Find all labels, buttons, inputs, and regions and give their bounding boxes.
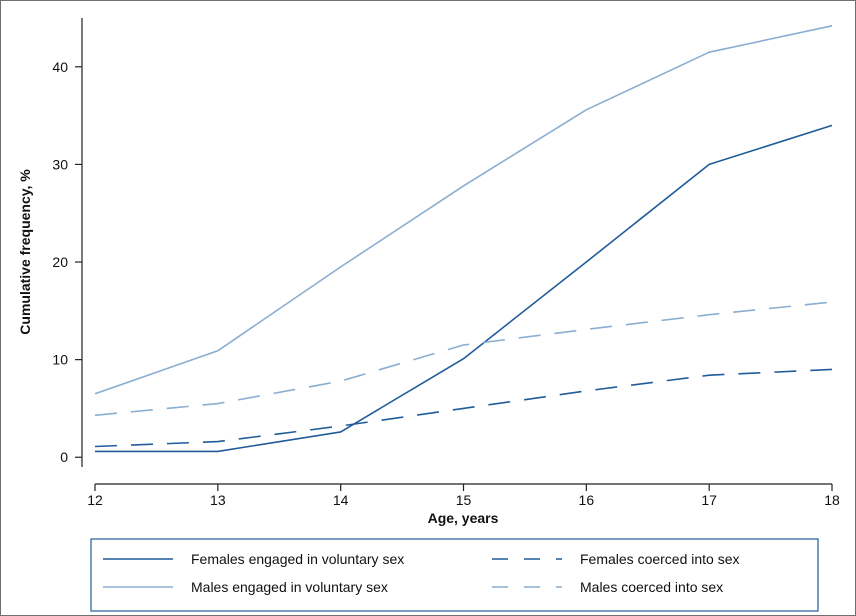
legend-box: [90, 538, 819, 612]
legend-label-females-engaged-in-voluntary-sex: Females engaged in voluntary sex: [191, 551, 404, 567]
x-tick-label: 16: [579, 492, 595, 508]
series-line-males-coerced-into-sex: [94, 301, 833, 417]
x-tick-label: 18: [824, 492, 840, 508]
x-tick-label: 12: [87, 492, 103, 508]
y-tick-label: 40: [52, 59, 68, 75]
y-axis-ticks: 0 10 20 30 40: [52, 59, 82, 465]
series-line-males-engaged-in-voluntary-sex: [94, 25, 833, 395]
y-tick-label: 10: [52, 352, 68, 368]
x-axis-title: Age, years: [428, 510, 499, 526]
x-tick-label: 14: [333, 492, 349, 508]
legend-label-males-coerced-into-sex: Males coerced into sex: [580, 579, 723, 595]
legend-label-females-coerced-into-sex: Females coerced into sex: [580, 551, 740, 567]
series-line-females-coerced-into-sex: [94, 368, 833, 448]
y-axis-title: Cumulative frequency, %: [17, 169, 33, 335]
y-tick-label: 20: [52, 254, 68, 270]
legend: Females engaged in voluntary sex Females …: [103, 551, 740, 595]
y-tick-label: 30: [52, 156, 68, 172]
x-tick-label: 17: [701, 492, 717, 508]
y-tick-label: 0: [60, 449, 68, 465]
x-tick-label: 13: [210, 492, 226, 508]
x-axis-ticks: 12 13 14 15 16 17 18: [87, 484, 840, 508]
legend-label-males-engaged-in-voluntary-sex: Males engaged in voluntary sex: [191, 579, 388, 595]
series-line-females-engaged-in-voluntary-sex: [95, 124, 833, 453]
series-layer: [94, 25, 833, 453]
x-tick-label: 15: [456, 492, 472, 508]
